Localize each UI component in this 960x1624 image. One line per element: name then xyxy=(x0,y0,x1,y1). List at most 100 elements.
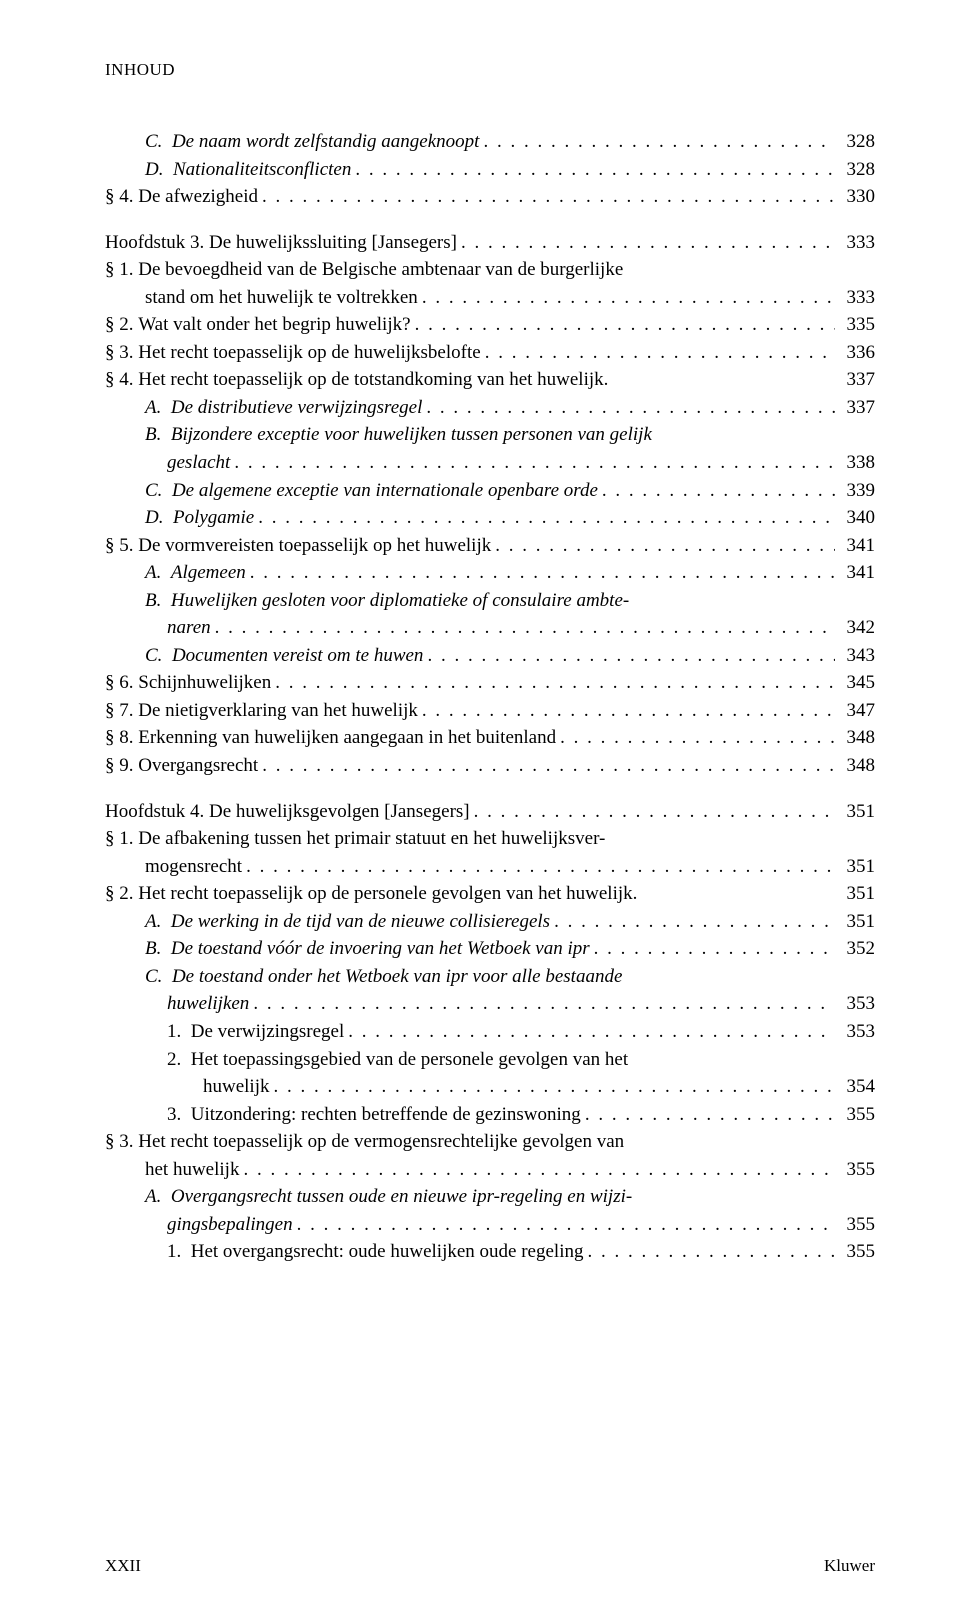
toc-entry-title: Het overgangsrecht: oude huwelijken oude… xyxy=(191,1238,584,1266)
toc-entry-page: 348 xyxy=(835,752,875,780)
toc-entry-label: § 4. xyxy=(105,183,138,211)
toc-entry-title: De algemene exceptie van internationale … xyxy=(172,477,598,505)
toc-entry-label: A. xyxy=(145,908,171,936)
toc-leader: . . . . . . . . . . . . . . . . . . . . … xyxy=(242,853,835,881)
toc-leader: . . . . . . . . . . . . . . . . . . . . … xyxy=(351,156,835,184)
toc-entry: A. De distributieve verwijzingsregel. . … xyxy=(105,394,875,422)
toc-leader: . . . . . . . . . . . . . . . . . . . . … xyxy=(344,1018,835,1046)
toc-entry-page: 351 xyxy=(835,880,875,908)
toc-entry: § 1. De bevoegdheid van de Belgische amb… xyxy=(105,256,875,284)
toc-entry-label: § 3. xyxy=(105,1128,138,1156)
toc-entry: gingsbepalingen. . . . . . . . . . . . .… xyxy=(105,1211,875,1239)
toc-separator: . xyxy=(604,366,609,394)
toc-entry-title: De werking in de tijd van de nieuwe coll… xyxy=(171,908,550,936)
toc-leader: . . . . . . . . . . . . . . . . . . . . … xyxy=(411,311,835,339)
toc-entry: B. Huwelijken gesloten voor diplomatieke… xyxy=(105,587,875,615)
toc-entry-title: Schijnhuwelijken xyxy=(138,669,271,697)
toc-entry: § 3. Het recht toepasselijk op de vermog… xyxy=(105,1128,875,1156)
toc-entry: 1. De verwijzingsregel. . . . . . . . . … xyxy=(105,1018,875,1046)
toc-entry-title: Huwelijken gesloten voor diplomatieke of… xyxy=(171,587,629,615)
toc-entry-title: De afbakening tussen het primair statuut… xyxy=(138,825,605,853)
toc-entry-title: Het recht toepasselijk op de totstandkom… xyxy=(138,366,603,394)
toc-entry: het huwelijk. . . . . . . . . . . . . . … xyxy=(105,1156,875,1184)
toc-entry-label: B. xyxy=(145,587,171,615)
toc-entry-page: 335 xyxy=(835,311,875,339)
toc-entry-label: C. xyxy=(145,642,172,670)
toc-entry-page: 330 xyxy=(835,183,875,211)
toc-entry-title: huwelijken xyxy=(167,990,249,1018)
toc-leader: . . . . . . . . . . . . . . . . . . . . … xyxy=(254,504,835,532)
toc-leader: . . . . . . . . . . . . . . . . . . . . … xyxy=(239,1156,835,1184)
toc-entry: § 6. Schijnhuwelijken. . . . . . . . . .… xyxy=(105,669,875,697)
toc-entry-title: Uitzondering: rechten betreffende de gez… xyxy=(191,1101,581,1129)
toc-entry: 2. Het toepassingsgebied van de personel… xyxy=(105,1046,875,1074)
toc-entry-title: De bevoegdheid van de Belgische ambtenaa… xyxy=(138,256,623,284)
toc-entry-page: 355 xyxy=(835,1156,875,1184)
toc-entry-title: De naam wordt zelfstandig aangeknoopt xyxy=(172,128,480,156)
toc-leader: . . . . . . . . . . . . . . . . . . . . … xyxy=(422,394,835,422)
toc-entry-title: het huwelijk xyxy=(145,1156,239,1184)
toc-entry: § 8. Erkenning van huwelijken aangegaan … xyxy=(105,724,875,752)
toc-entry: 3. Uitzondering: rechten betreffende de … xyxy=(105,1101,875,1129)
toc-entry: geslacht. . . . . . . . . . . . . . . . … xyxy=(105,449,875,477)
toc-entry-title: Hoofdstuk 4. De huwelijksgevolgen [Janse… xyxy=(105,798,470,826)
toc-leader: . . . . . . . . . . . . . . . . . . . . … xyxy=(230,449,835,477)
running-head: INHOUD xyxy=(105,60,875,80)
toc-entry-title: Wat valt onder het begrip huwelijk? xyxy=(138,311,410,339)
toc-entry-page: 345 xyxy=(835,669,875,697)
toc-entry-label: § 5. xyxy=(105,532,138,560)
toc-entry-page: 343 xyxy=(835,642,875,670)
toc-entry-title: Het toepassingsgebied van de personele g… xyxy=(191,1046,628,1074)
toc-entry-title: stand om het huwelijk te voltrekken xyxy=(145,284,418,312)
toc-leader: . . . . . . . . . . . . . . . . . . . . … xyxy=(258,183,835,211)
toc-leader: . . . . . . . . . . . . . . . . . . . . … xyxy=(556,724,835,752)
toc-entry-title: Het recht toepasselijk op de huwelijksbe… xyxy=(138,339,480,367)
toc-entry-label: D. xyxy=(145,504,173,532)
toc-entry-label: § 4. xyxy=(105,366,138,394)
toc-entry: naren. . . . . . . . . . . . . . . . . .… xyxy=(105,614,875,642)
toc-entry-title: De distributieve verwijzingsregel xyxy=(171,394,423,422)
toc-leader: . . . . . . . . . . . . . . . . . . . . … xyxy=(423,642,835,670)
toc-entry: D. Polygamie. . . . . . . . . . . . . . … xyxy=(105,504,875,532)
toc-leader: . . . . . . . . . . . . . . . . . . . . … xyxy=(457,229,835,257)
toc-leader: . . . . . . . . . . . . . . . . . . . . … xyxy=(249,990,835,1018)
toc-entry-label: § 9. xyxy=(105,752,138,780)
toc-entry-page: 351 xyxy=(835,798,875,826)
toc-entry: B. De toestand vóór de invoering van het… xyxy=(105,935,875,963)
toc-leader: . . . . . . . . . . . . . . . . . . . . … xyxy=(418,284,835,312)
toc-leader: . . . . . . . . . . . . . . . . . . . . … xyxy=(271,669,835,697)
table-of-contents: C. De naam wordt zelfstandig aangeknoopt… xyxy=(105,128,875,1266)
toc-entry-label: A. xyxy=(145,559,171,587)
toc-entry-label: § 2. xyxy=(105,311,138,339)
toc-entry-page: 338 xyxy=(835,449,875,477)
toc-entry-label: C. xyxy=(145,477,172,505)
toc-entry-page: 348 xyxy=(835,724,875,752)
toc-leader: . . . . . . . . . . . . . . . . . . . . … xyxy=(583,1238,835,1266)
toc-entry-title: Bijzondere exceptie voor huwelijken tuss… xyxy=(171,421,652,449)
toc-entry-title: huwelijk xyxy=(203,1073,270,1101)
toc-entry-label: § 7. xyxy=(105,697,138,725)
toc-entry: huwelijk. . . . . . . . . . . . . . . . … xyxy=(105,1073,875,1101)
toc-entry-page: 337 xyxy=(835,394,875,422)
toc-entry-page: 341 xyxy=(835,559,875,587)
footer-page-number: XXII xyxy=(105,1556,141,1576)
toc-entry: A. Overgangsrecht tussen oude en nieuwe … xyxy=(105,1183,875,1211)
toc-entry-page: 355 xyxy=(835,1101,875,1129)
toc-leader: . . . . . . . . . . . . . . . . . . . . … xyxy=(550,908,835,936)
toc-entry-title: Nationaliteitsconflicten xyxy=(173,156,351,184)
toc-entry-title: Overgangsrecht tussen oude en nieuwe ipr… xyxy=(171,1183,632,1211)
toc-entry-title: naren xyxy=(167,614,211,642)
toc-entry: Hoofdstuk 4. De huwelijksgevolgen [Janse… xyxy=(105,798,875,826)
toc-leader: . . . . . . . . . . . . . . . . . . . . … xyxy=(581,1101,835,1129)
toc-entry-page: 347 xyxy=(835,697,875,725)
toc-entry-label: D. xyxy=(145,156,173,184)
toc-entry: § 4. De afwezigheid. . . . . . . . . . .… xyxy=(105,183,875,211)
toc-entry-label: 1. xyxy=(167,1238,191,1266)
toc-entry-label: B. xyxy=(145,421,171,449)
toc-entry-title: De nietigverklaring van het huwelijk xyxy=(138,697,418,725)
toc-entry-title: mogensrecht xyxy=(145,853,242,881)
toc-entry-label: A. xyxy=(145,1183,171,1211)
toc-entry-page: 339 xyxy=(835,477,875,505)
toc-entry-label: § 8. xyxy=(105,724,138,752)
toc-entry-label: § 6. xyxy=(105,669,138,697)
